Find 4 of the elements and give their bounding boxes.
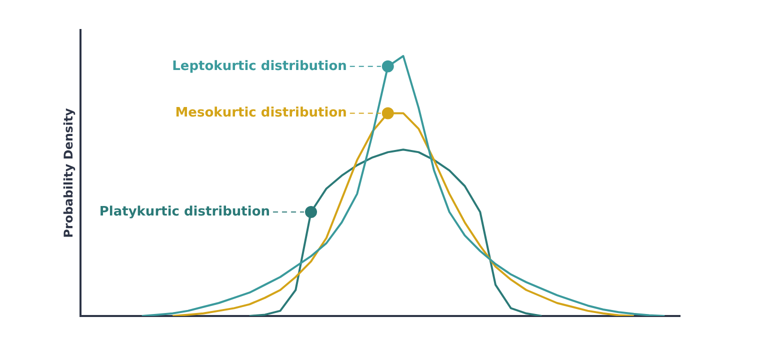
legend-label: Mesokurtic distribution [175,106,347,121]
legend-label: Platykurtic distribution [99,204,270,220]
y-axis-title: Probability Density [61,108,76,238]
legend-label: Leptokurtic distribution [172,58,347,74]
